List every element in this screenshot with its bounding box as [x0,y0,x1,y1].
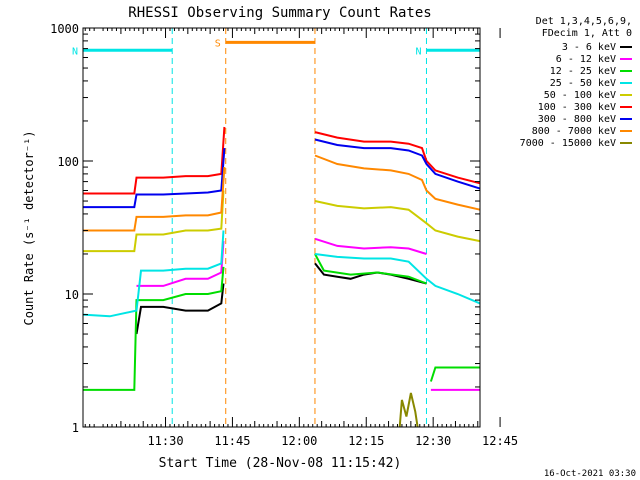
marker-label: S [215,38,221,49]
x-tick-label: 12:00 [281,434,317,448]
marker-label: N [415,46,421,57]
x-tick-label: 11:45 [214,434,250,448]
series-line [314,253,481,305]
series-line [82,230,225,318]
series-line [314,138,481,190]
legend-label: 12 - 25 keV [550,66,616,77]
series-line [136,241,225,287]
series-line [314,262,427,285]
series-line [398,392,419,428]
series-line [135,283,225,335]
marker-label: N [72,46,78,57]
x-axis-label: Start Time (28-Nov-08 11:15:42) [159,456,402,471]
series-layer [82,126,481,428]
legend-label: 50 - 100 keV [544,90,616,101]
series-line [314,200,481,243]
series-line [83,190,225,253]
axis-layer: 11:30 11:45 12:00 12:15 12:30 12:45 1 10 100 1000 [50,22,518,448]
footer-date: 16-Oct-2021 03:30 [544,469,636,479]
legend-label: 25 - 50 keV [550,78,616,89]
y-tick-label: 1000 [50,22,79,36]
legend-header-line: Det 1,3,4,5,6,9, [536,16,632,27]
x-tick-label: 11:30 [147,434,183,448]
series-line [314,237,427,255]
y-axis-label: Count Rate (s⁻¹ detector⁻¹) [22,130,36,325]
legend-label: 800 - 7000 keV [532,126,616,137]
legend-label: 300 - 800 keV [538,114,616,125]
x-tick-label: 12:15 [348,434,384,448]
y-tick-label: 1 [72,421,79,435]
legend-label: 7000 - 15000 keV [520,138,616,149]
series-line [314,154,481,211]
legend-label: 3 - 6 keV [562,42,616,53]
legend: Det 1,3,4,5,6,9,FDecim 1, Att 0 3 - 6 keV… [520,16,632,149]
x-tick-label: 12:30 [415,434,451,448]
y-tick-label: 10 [65,288,79,302]
series-line [83,126,226,195]
x-tick-label: 12:45 [482,434,518,448]
plot-frame [82,27,481,428]
chart-title: RHESSI Observing Summary Count Rates [128,5,431,21]
series-line [314,131,481,185]
series-line [83,167,226,232]
legend-label: 6 - 12 keV [556,54,616,65]
series-line [83,148,226,209]
series-line [314,253,427,285]
legend-header-line: FDecim 1, Att 0 [542,28,632,39]
series-line [429,366,480,382]
marker-layer: N NS [72,28,481,427]
legend-label: 100 - 300 keV [538,102,616,113]
y-tick-label: 100 [57,155,79,169]
series-line [83,266,225,391]
